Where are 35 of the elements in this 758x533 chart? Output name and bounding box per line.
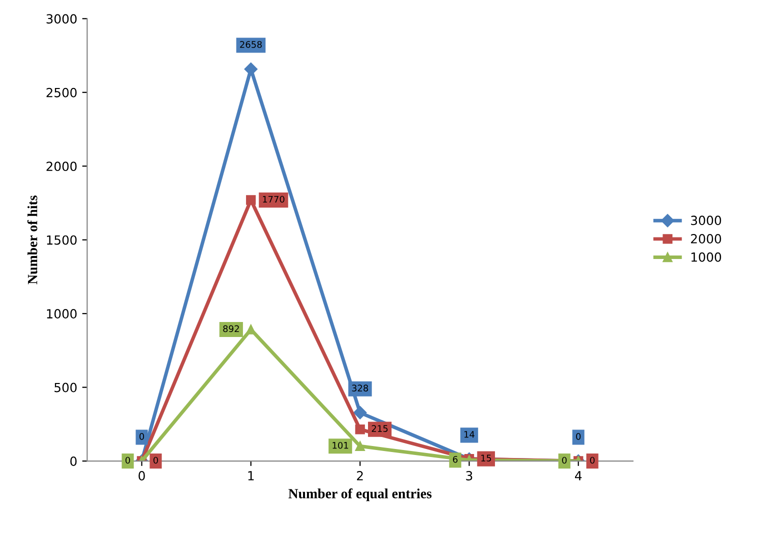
- data-label: 1770: [263, 196, 284, 203]
- data-label: 15: [481, 454, 492, 462]
- y-tick-label: 500: [54, 382, 77, 392]
- y-tick-label: 2000: [46, 162, 77, 172]
- x-tick-label: 2: [356, 470, 363, 480]
- x-tick-label: 1: [248, 471, 254, 480]
- data-label: 0: [125, 456, 130, 464]
- point: [244, 62, 258, 76]
- point: [246, 195, 256, 205]
- data-label: 6: [452, 456, 458, 463]
- x-tick-label: 0: [138, 470, 145, 480]
- data-label: 2658: [240, 41, 262, 48]
- data-label: 328: [352, 384, 368, 392]
- data-label: 215: [372, 425, 388, 432]
- data-label: 101: [332, 442, 348, 449]
- y-tick-label: 0: [70, 456, 77, 466]
- data-label: 0: [576, 433, 581, 440]
- legend-label: 1000: [691, 252, 722, 262]
- x-tick-label: 4: [574, 471, 582, 480]
- data-label: 0: [153, 456, 158, 464]
- data-label: 0: [590, 456, 595, 464]
- y-tick-label: 2500: [46, 88, 77, 98]
- y-tick-label: 3000: [46, 14, 77, 24]
- point: [246, 324, 256, 334]
- data-label: 14: [464, 431, 474, 438]
- legend-label: 3000: [691, 216, 722, 226]
- x-tick-label: 3: [466, 470, 472, 480]
- y-tick-label: 1500: [47, 235, 77, 245]
- legend-label: 2000: [691, 234, 722, 244]
- data-label: 892: [223, 325, 239, 332]
- data-label: 0: [562, 456, 567, 464]
- y-axis-title: Number of hits: [27, 196, 38, 284]
- data-label: 0: [139, 433, 144, 440]
- y-tick-label: 1000: [47, 309, 77, 319]
- x-axis-title: Number of equal entries: [288, 488, 432, 502]
